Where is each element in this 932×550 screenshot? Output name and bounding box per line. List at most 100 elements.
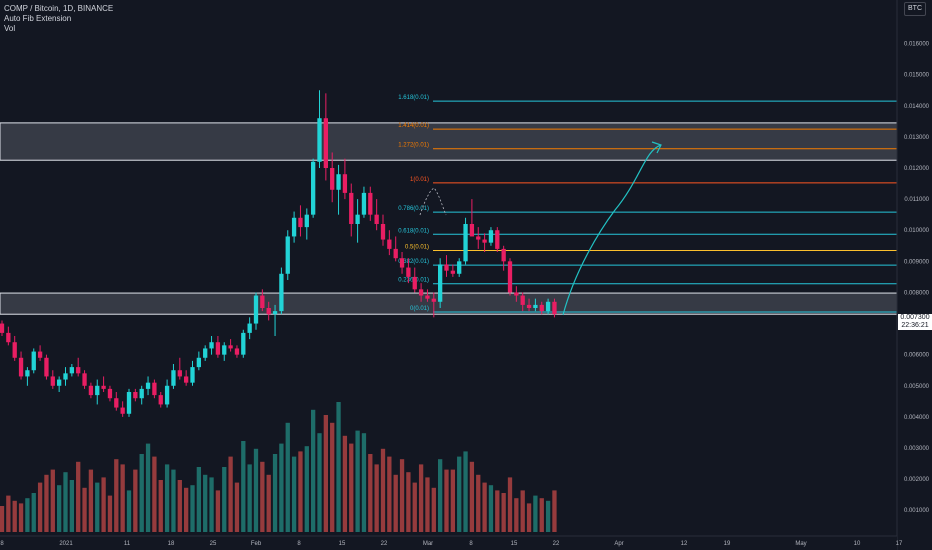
candle-body xyxy=(63,373,68,380)
candle-body xyxy=(228,345,233,349)
volume-bar xyxy=(76,461,81,532)
candle-body xyxy=(215,342,221,355)
candle-body xyxy=(95,385,100,396)
volume-bar xyxy=(406,472,411,532)
candle-body xyxy=(203,348,208,358)
candle-body xyxy=(374,214,379,224)
candle-body xyxy=(25,370,30,377)
candle-body xyxy=(412,276,417,290)
volume-bar xyxy=(501,493,506,532)
volume-bar xyxy=(323,415,328,532)
volume-bar xyxy=(438,459,443,532)
volume-bar xyxy=(120,464,125,532)
volume-bar xyxy=(387,456,392,532)
price-axis-bg xyxy=(897,0,932,550)
time-tick-label: 15 xyxy=(339,541,346,547)
volume-bar xyxy=(190,485,195,532)
candle-body xyxy=(520,295,525,305)
candle-body xyxy=(539,304,544,312)
volume-bar xyxy=(488,485,494,532)
projection-arrowhead xyxy=(651,141,662,154)
volume-bar xyxy=(291,456,297,532)
price-tick-label: 0.015000 xyxy=(904,73,930,79)
fib-label: 1.618(0.01) xyxy=(398,95,429,101)
fib-extension-levels: 1.618(0.01) 1.414(0.01) 1.272(0.01) 1(0.01)… xyxy=(398,95,897,313)
candle-body xyxy=(31,351,36,371)
candle-body xyxy=(526,304,532,308)
volume-bar xyxy=(514,498,519,532)
bar-countdown: 22:36:21 xyxy=(901,322,929,329)
currency-badge[interactable]: BTC xyxy=(904,2,926,16)
candle-body xyxy=(190,367,195,383)
volume-bar xyxy=(164,464,170,532)
candle-body xyxy=(177,370,182,377)
candle-body xyxy=(482,239,487,243)
volume-bar xyxy=(184,487,189,532)
volume-bar xyxy=(241,441,246,532)
time-tick-label: 25 xyxy=(210,541,217,547)
volume-bar xyxy=(330,422,335,532)
volume-bar xyxy=(418,464,424,532)
candle-body xyxy=(234,348,240,355)
candle-body xyxy=(380,224,386,240)
volume-bar xyxy=(12,500,17,532)
time-tick-label: 17 xyxy=(896,541,903,547)
candle-body xyxy=(431,298,436,302)
volume-bar xyxy=(44,474,49,532)
price-tick-label: 0.002000 xyxy=(904,477,930,483)
volume-bar xyxy=(545,500,551,532)
candle-body xyxy=(57,379,62,386)
volume-bar xyxy=(203,474,208,532)
volume-bar xyxy=(450,469,455,532)
symbol-title[interactable]: COMP / Bitcoin, 1D, BINANCE xyxy=(4,4,114,13)
time-tick-label: 11 xyxy=(124,541,131,547)
volume-bar xyxy=(6,495,11,532)
volume-bar xyxy=(139,454,144,532)
price-tick-label: 0.016000 xyxy=(904,42,930,48)
candle-body xyxy=(393,248,398,259)
candle-body xyxy=(304,214,309,228)
price-tick-label: 0.003000 xyxy=(904,446,930,452)
volume-bar xyxy=(507,477,513,532)
candle-body xyxy=(253,295,259,324)
candle-body xyxy=(152,382,157,396)
candle-body xyxy=(501,248,506,262)
fib-anchor-path xyxy=(419,187,447,216)
volume-bar xyxy=(266,474,271,532)
indicator-volume[interactable]: Vol xyxy=(4,24,16,33)
volume-bar xyxy=(336,402,341,532)
candle-body xyxy=(171,370,176,386)
volume-bar xyxy=(57,485,62,532)
support-resistance-zones xyxy=(0,122,898,315)
price-tick-label: 0.011000 xyxy=(904,197,929,203)
time-tick-label: Apr xyxy=(614,541,623,547)
time-tick-label: May xyxy=(795,541,806,547)
volume-bar xyxy=(361,433,367,532)
volume-bar xyxy=(177,480,182,532)
volume-bar xyxy=(463,451,468,532)
volume-bar xyxy=(457,456,462,532)
price-axis[interactable]: 0.016000 0.015000 0.014000 0.013000 0.012000… xyxy=(896,0,932,550)
indicator-auto-fib[interactable]: Auto Fib Extension xyxy=(4,14,72,23)
time-tick-label: 18 xyxy=(168,541,175,547)
projection-arrow xyxy=(419,141,662,316)
volume-bar xyxy=(539,498,544,532)
candle-body xyxy=(114,398,119,408)
fib-label: 0(0.01) xyxy=(410,306,429,312)
volume-bar xyxy=(126,490,132,532)
volume-bar xyxy=(158,480,163,532)
time-tick-label: 8 xyxy=(0,541,4,547)
price-tick-label: 0.014000 xyxy=(904,104,930,110)
candle-body xyxy=(495,230,500,249)
candle-body xyxy=(209,342,214,349)
time-axis[interactable]: 8 2021 11 18 25 Feb 8 15 22 Mar 8 15 22 Apr 12 19 May 10 1… xyxy=(0,535,903,550)
volume-bar xyxy=(107,495,113,532)
candle-body xyxy=(0,323,5,333)
volume-bar xyxy=(114,459,119,532)
volume-bar xyxy=(171,469,176,532)
fib-label: 0.382(0.01) xyxy=(398,259,429,265)
candle-body xyxy=(222,345,227,355)
candle-body xyxy=(298,217,303,228)
candle-body xyxy=(44,357,49,377)
